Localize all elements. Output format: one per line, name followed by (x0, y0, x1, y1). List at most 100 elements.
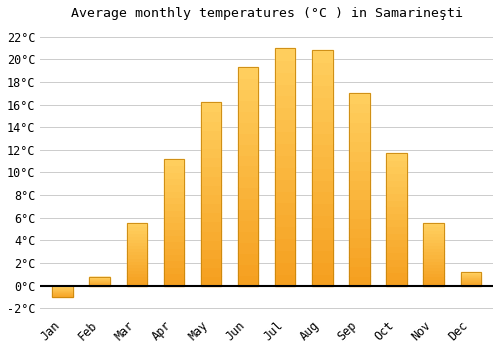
Bar (424, 273, 444, 276)
Bar (350, 103, 370, 112)
Bar (312, 97, 332, 109)
Bar (424, 254, 444, 258)
Bar (238, 111, 258, 122)
Bar (424, 242, 444, 245)
Bar (238, 220, 258, 231)
Bar (312, 238, 332, 250)
Bar (350, 141, 370, 151)
Bar (424, 279, 444, 282)
Bar (164, 184, 184, 190)
Bar (90, 278, 110, 279)
Bar (460, 283, 481, 284)
Bar (52, 292, 73, 293)
Bar (201, 111, 221, 121)
Bar (126, 239, 147, 242)
Bar (238, 67, 258, 286)
Bar (275, 143, 295, 155)
Bar (312, 144, 332, 156)
Bar (52, 296, 73, 297)
Bar (312, 191, 332, 203)
Bar (424, 258, 444, 261)
Bar (350, 122, 370, 132)
Bar (238, 231, 258, 242)
Bar (126, 223, 147, 286)
Bar (201, 258, 221, 267)
Bar (350, 161, 370, 170)
Bar (90, 284, 110, 285)
Bar (90, 279, 110, 280)
Bar (312, 215, 332, 227)
Bar (275, 274, 295, 286)
Bar (350, 180, 370, 189)
Bar (460, 280, 481, 281)
Bar (350, 199, 370, 209)
Bar (52, 295, 73, 296)
Bar (238, 144, 258, 155)
Bar (164, 216, 184, 222)
Bar (350, 209, 370, 218)
Bar (460, 277, 481, 278)
Bar (424, 251, 444, 254)
Bar (164, 260, 184, 267)
Bar (275, 167, 295, 178)
Bar (275, 107, 295, 119)
Bar (312, 203, 332, 215)
Bar (238, 67, 258, 78)
Bar (386, 186, 407, 193)
Bar (201, 148, 221, 157)
Bar (238, 100, 258, 111)
Bar (386, 239, 407, 246)
Bar (164, 203, 184, 210)
Bar (126, 276, 147, 279)
Bar (386, 279, 407, 286)
Bar (201, 267, 221, 276)
Bar (126, 223, 147, 226)
Bar (275, 250, 295, 262)
Bar (460, 285, 481, 286)
Bar (238, 253, 258, 264)
Bar (126, 261, 147, 264)
Bar (164, 178, 184, 184)
Bar (126, 273, 147, 276)
Bar (164, 210, 184, 216)
Bar (52, 291, 73, 292)
Bar (386, 272, 407, 279)
Bar (386, 173, 407, 180)
Bar (460, 279, 481, 280)
Bar (424, 239, 444, 242)
Bar (350, 257, 370, 266)
Bar (164, 267, 184, 273)
Bar (52, 290, 73, 291)
Bar (238, 176, 258, 187)
Bar (164, 159, 184, 165)
Bar (386, 246, 407, 252)
Bar (424, 267, 444, 270)
Bar (52, 294, 73, 295)
Bar (275, 131, 295, 143)
Bar (460, 273, 481, 274)
Bar (312, 121, 332, 133)
Bar (424, 270, 444, 273)
Bar (90, 285, 110, 286)
Bar (386, 206, 407, 213)
Bar (460, 276, 481, 277)
Bar (126, 242, 147, 245)
Bar (275, 202, 295, 214)
Bar (386, 199, 407, 206)
Bar (52, 289, 73, 290)
Bar (386, 160, 407, 166)
Bar (201, 157, 221, 166)
Bar (201, 212, 221, 222)
Bar (275, 72, 295, 84)
Bar (424, 261, 444, 264)
Bar (90, 283, 110, 284)
Bar (52, 287, 73, 288)
Bar (386, 153, 407, 286)
Bar (460, 274, 481, 275)
Bar (126, 233, 147, 236)
Bar (164, 254, 184, 260)
Bar (312, 156, 332, 168)
Bar (164, 197, 184, 203)
Bar (52, 293, 73, 294)
Bar (275, 119, 295, 131)
